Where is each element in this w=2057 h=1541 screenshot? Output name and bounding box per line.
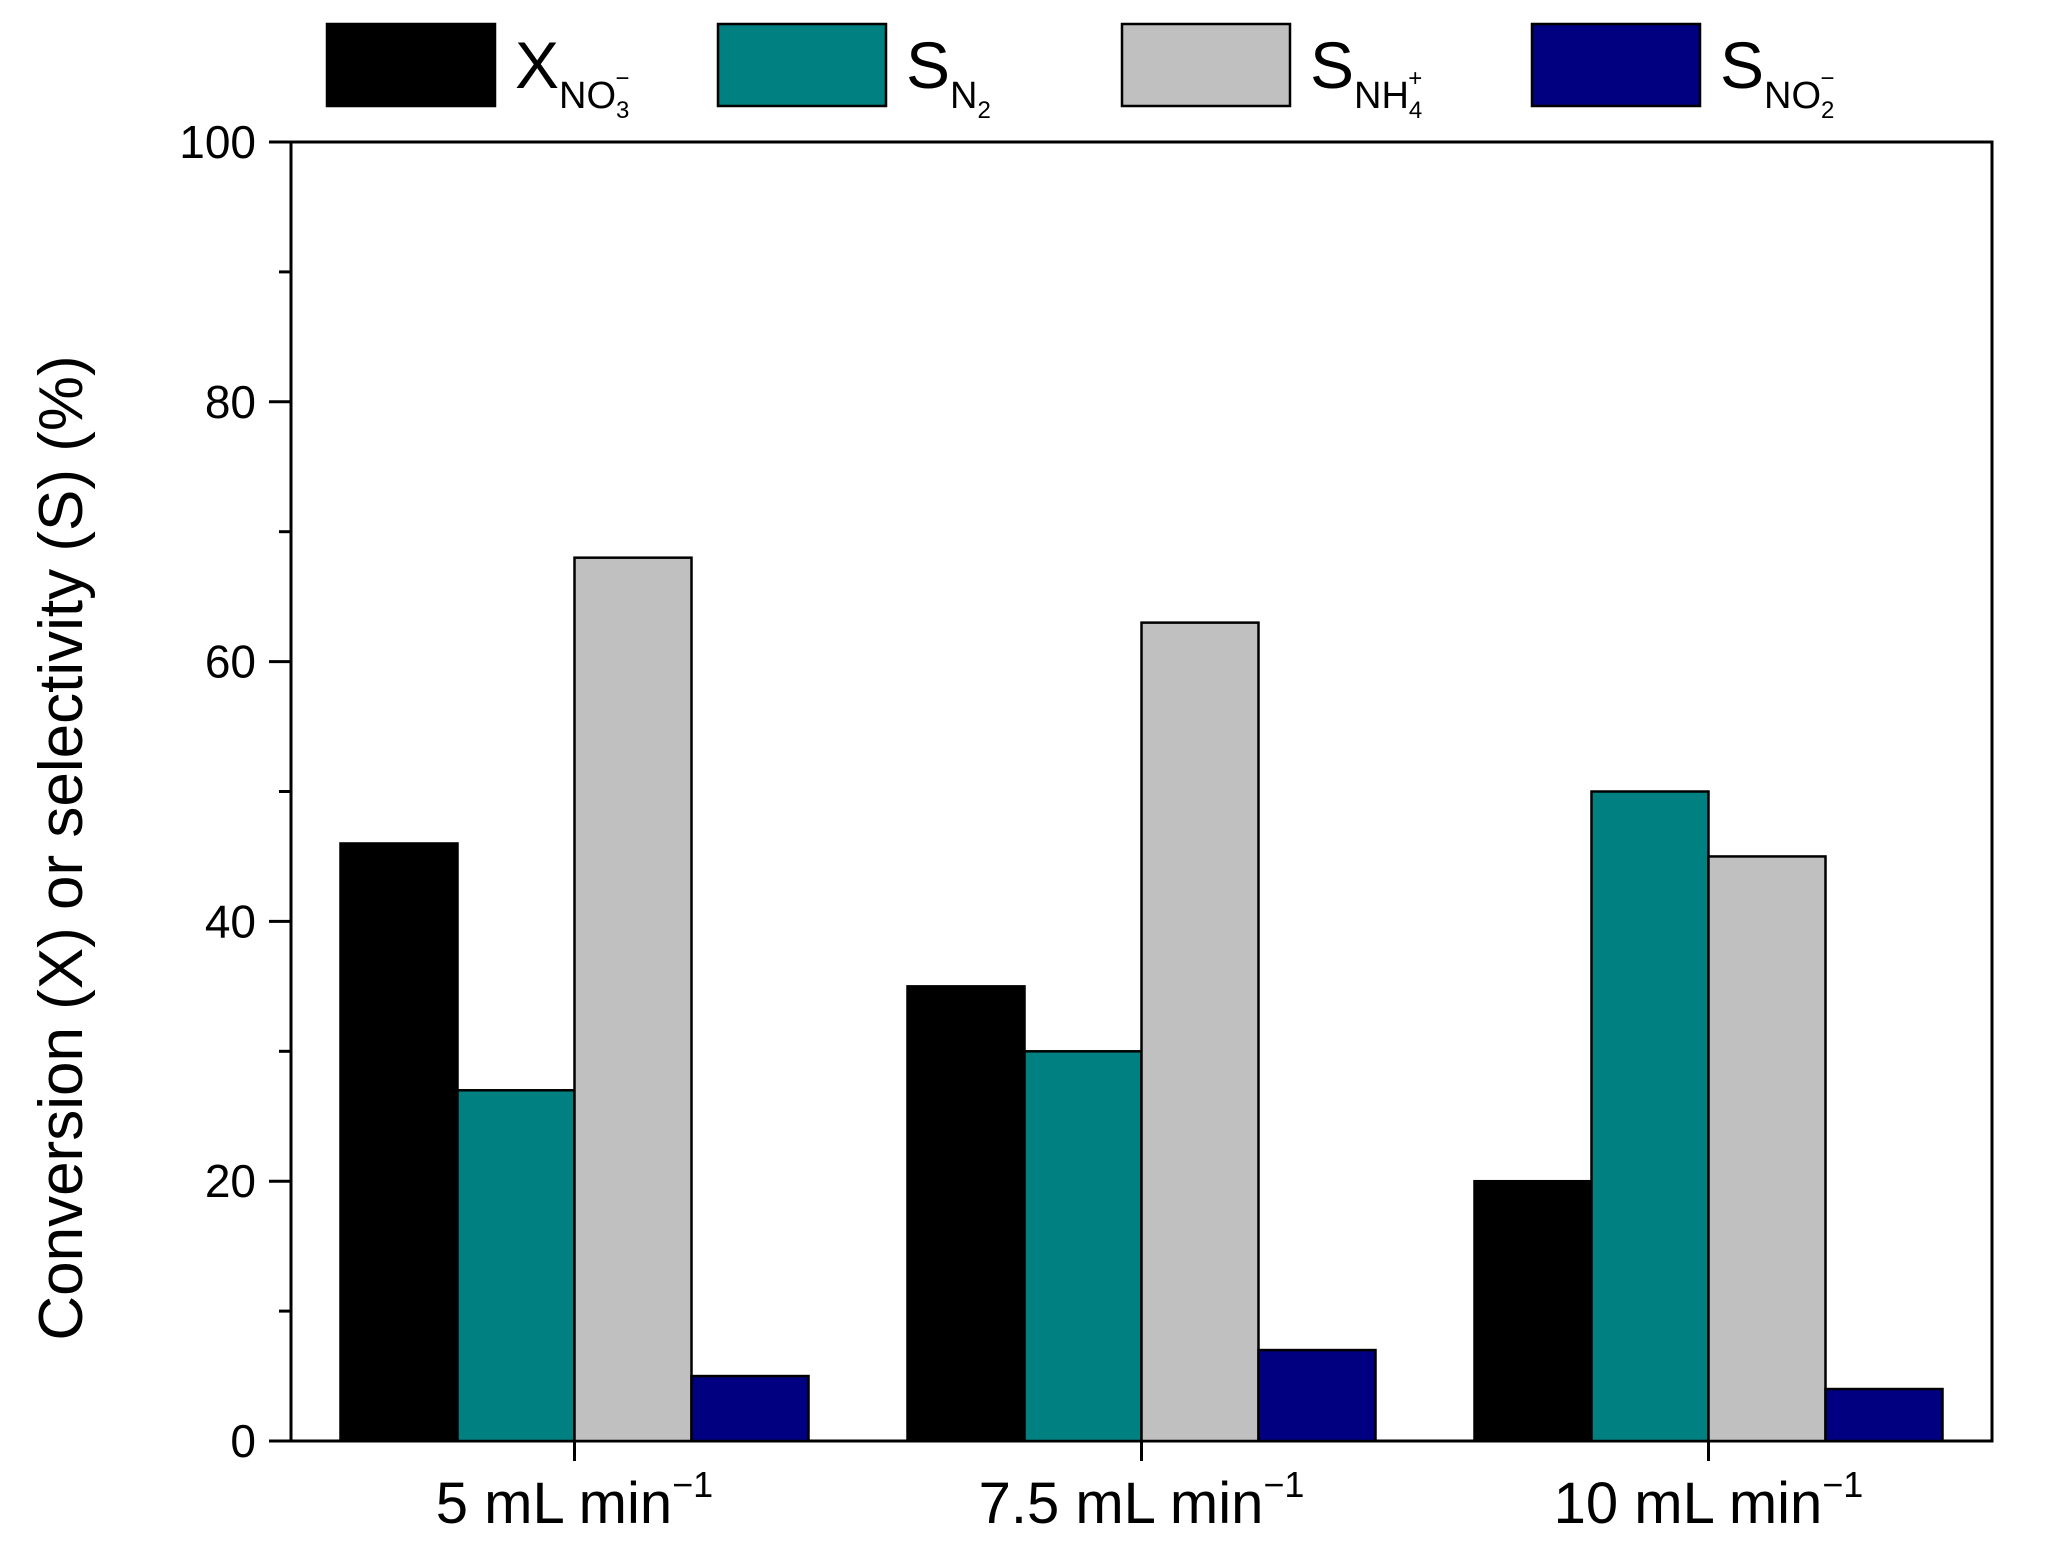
legend-label: SNO2 − <box>1720 28 1834 124</box>
legend-label-sub: NO <box>1764 75 1821 117</box>
y-tick-label: 60 <box>205 636 256 688</box>
y-tick-label: 40 <box>205 895 256 947</box>
bar <box>1707 855 1827 1443</box>
legend-label-subsub: 2 <box>1821 97 1834 124</box>
legend-swatch <box>325 22 497 108</box>
legend-label-sub: NO <box>559 75 616 117</box>
y-tick-label: 20 <box>205 1155 256 1207</box>
x-tick-label-main: 7.5 mL min <box>979 1471 1264 1536</box>
bars-group <box>339 556 1944 1443</box>
legend-label: XNO3 − <box>515 28 629 124</box>
x-tick-label-sup: −1 <box>1263 1464 1304 1505</box>
legend-label: SNH4 + <box>1310 28 1422 124</box>
legend-item: XNO3 − <box>325 22 629 124</box>
x-tick-label: 7.5 mL min−1 <box>979 1464 1305 1536</box>
bar <box>690 1374 810 1443</box>
legend-label-subsub: 4 <box>1409 97 1422 124</box>
legend-label-main: S <box>1720 28 1764 102</box>
y-tick-label: 100 <box>179 116 256 168</box>
legend-label-sub: NH <box>1354 75 1409 117</box>
bar <box>1257 1348 1377 1443</box>
legend-swatch <box>716 22 888 108</box>
legend-label-sup: − <box>1820 65 1834 92</box>
bar <box>1023 1050 1143 1443</box>
x-axis: 5 mL min−1 7.5 mL min−1 10 mL min−1 <box>436 1441 1864 1536</box>
legend-label-sup: + <box>1408 65 1422 92</box>
bar <box>573 556 693 1443</box>
bar <box>1473 1179 1593 1443</box>
y-tick-label: 80 <box>205 376 256 428</box>
x-tick-label: 5 mL min−1 <box>436 1464 713 1536</box>
legend-label-main: S <box>1310 28 1354 102</box>
legend-label-subsub: 2 <box>977 97 990 124</box>
legend-swatch <box>1120 22 1292 108</box>
legend-item: SNH4 + <box>1120 22 1422 124</box>
x-tick-label: 10 mL min−1 <box>1554 1464 1864 1536</box>
legend-swatch <box>1530 22 1702 108</box>
bar <box>339 842 459 1443</box>
bar <box>1140 621 1260 1443</box>
legend-item: SN2 <box>716 22 991 124</box>
legend-item: SNO2 − <box>1530 22 1834 124</box>
y-tick-label: 0 <box>230 1415 256 1467</box>
legend-label-main: X <box>515 28 559 102</box>
y-axis: 0 20 40 60 80 100 <box>179 116 291 1467</box>
x-tick-label-main: 5 mL min <box>436 1471 672 1536</box>
legend-label-main: S <box>906 28 950 102</box>
y-axis-label: Conversion (X) or selectivity (S) (%) <box>27 355 96 1340</box>
legend-label: SN2 <box>906 28 991 124</box>
bar <box>1824 1387 1944 1443</box>
legend-label-subsub: 3 <box>616 97 629 124</box>
x-tick-label-sup: −1 <box>672 1464 713 1505</box>
x-tick-label-main: 10 mL min <box>1554 1471 1823 1536</box>
legend-label-sub: N <box>950 75 977 117</box>
bar <box>456 1089 576 1443</box>
bar <box>906 985 1026 1443</box>
legend-label-sup: − <box>615 65 629 92</box>
bar <box>1590 790 1710 1443</box>
x-tick-label-sup: −1 <box>1822 1464 1863 1505</box>
